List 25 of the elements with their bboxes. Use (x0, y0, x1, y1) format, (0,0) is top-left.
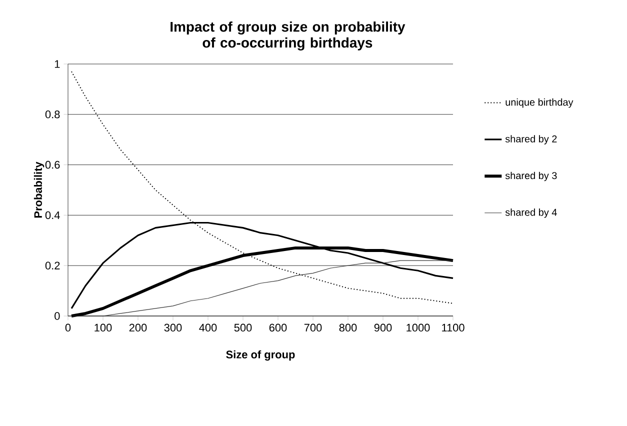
legend-label: shared by 4 (505, 208, 557, 218)
y-tick-label: 1 (54, 60, 60, 68)
x-tick-label: 0 (65, 324, 71, 332)
legend-label: unique birthday (506, 98, 574, 108)
x-tick-label: 500 (234, 324, 252, 332)
x-tick-label: 1000 (406, 324, 430, 332)
x-tick-label: 100 (94, 324, 112, 332)
x-tick-label: 900 (374, 324, 392, 332)
x-tick-label: 200 (129, 324, 147, 332)
y-tick-label: 0.2 (45, 262, 60, 270)
x-tick-label: 1100 (442, 324, 464, 332)
x-tick-label: 800 (339, 324, 357, 332)
x-tick-label: 700 (304, 324, 322, 332)
y-tick-label: 0 (54, 312, 60, 320)
x-tick-label: 300 (164, 324, 182, 332)
y-tick-label: 0.4 (45, 211, 60, 220)
y-axis-title: Probability (34, 162, 44, 218)
chart-title: Impact of group size on probability of co-occurring birthdays (170, 21, 406, 50)
legend-label: shared by 3 (505, 172, 557, 182)
y-tick-label: 0.8 (45, 110, 60, 118)
y-tick-label: 0.6 (45, 160, 60, 169)
legend-label: shared by 2 (505, 135, 557, 144)
x-tick-label: 400 (199, 324, 217, 332)
x-axis-title: Size of group (226, 350, 295, 361)
x-tick-label: 600 (269, 324, 287, 332)
